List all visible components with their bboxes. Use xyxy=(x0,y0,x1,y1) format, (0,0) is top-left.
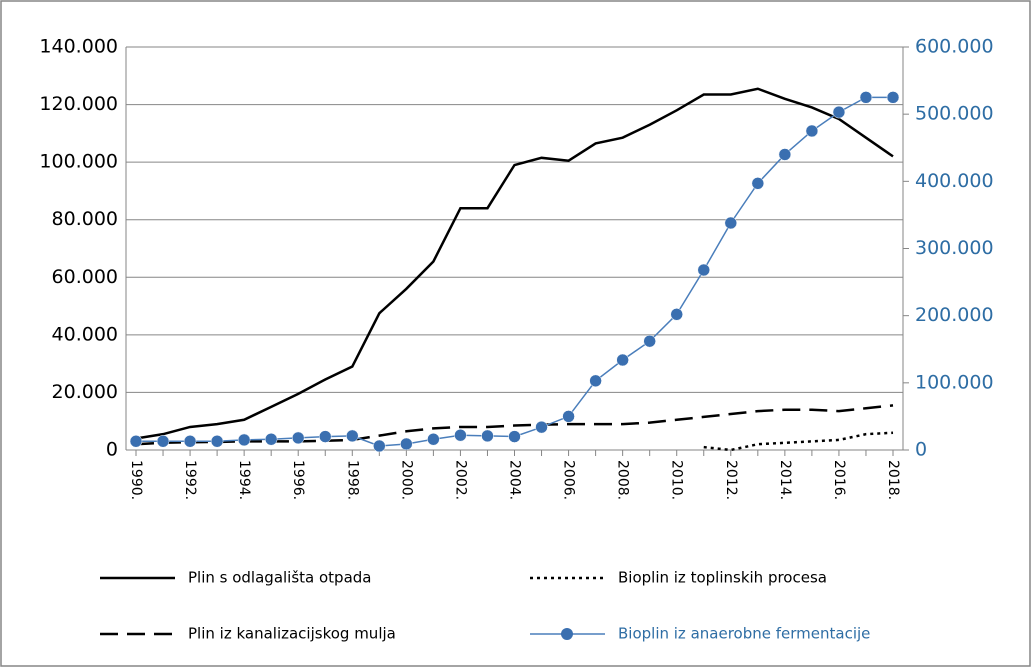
x-tick-label: 2016. xyxy=(831,460,847,500)
point xyxy=(859,91,873,104)
point xyxy=(589,374,602,388)
point xyxy=(156,435,170,448)
point xyxy=(183,435,197,448)
x-tick-label: 2004. xyxy=(507,460,523,500)
y2-tick-label: 0 xyxy=(915,439,927,461)
y-tick-label: 60.000 xyxy=(52,266,118,288)
point xyxy=(129,435,143,448)
point xyxy=(670,308,683,321)
point xyxy=(291,431,305,445)
y-tick-label: 20.000 xyxy=(52,381,118,403)
legend-label: Plin iz kanalizacijskog mulja xyxy=(188,625,396,643)
x-tick-label: 2018. xyxy=(885,460,901,500)
point xyxy=(454,428,467,442)
y-tick-label: 140.000 xyxy=(39,36,118,58)
point xyxy=(319,430,332,443)
point xyxy=(508,430,521,443)
point xyxy=(427,433,440,446)
legend-label: Plin s odlagališta otpada xyxy=(188,569,372,587)
x-tick-label: 2006. xyxy=(561,460,577,500)
point xyxy=(886,91,900,104)
point xyxy=(373,439,386,453)
legend-marker xyxy=(561,628,573,640)
x-tick-label: 1998. xyxy=(344,460,360,500)
point xyxy=(400,437,413,451)
point xyxy=(616,353,629,367)
point xyxy=(346,429,359,443)
point xyxy=(724,216,738,230)
y2-tick-label: 200.000 xyxy=(915,304,994,326)
series-line xyxy=(135,87,894,440)
point xyxy=(805,124,819,138)
x-tick-label: 2014. xyxy=(777,460,793,500)
point xyxy=(210,435,224,448)
x-tick-label: 1992. xyxy=(182,460,198,500)
point xyxy=(237,433,251,447)
y2-tick-label: 500.000 xyxy=(915,103,994,125)
y-tick-label: 80.000 xyxy=(52,208,118,230)
x-tick-label: 2000. xyxy=(398,460,414,500)
point xyxy=(832,105,846,119)
point xyxy=(643,334,656,348)
y2-tick-label: 100.000 xyxy=(915,371,994,393)
y-tick-label: 0 xyxy=(106,439,118,461)
legend-label: Bioplin iz anaerobne fermentacije xyxy=(618,625,870,643)
y-tick-label: 120.000 xyxy=(39,93,118,115)
point xyxy=(535,420,548,434)
point xyxy=(481,429,494,443)
point xyxy=(697,263,710,277)
x-tick-label: 2008. xyxy=(615,460,631,500)
legend-label: Bioplin iz toplinskih procesa xyxy=(618,569,827,587)
y-tick-label: 100.000 xyxy=(39,151,118,173)
x-tick-label: 1990. xyxy=(128,460,144,500)
point xyxy=(264,433,278,446)
y2-tick-label: 400.000 xyxy=(915,170,994,192)
x-tick-label: 2002. xyxy=(452,460,468,500)
y2-tick-label: 600.000 xyxy=(915,36,994,58)
series-line xyxy=(135,404,894,446)
point xyxy=(751,177,765,190)
x-tick-label: 2010. xyxy=(669,460,685,500)
y2-tick-label: 300.000 xyxy=(915,237,994,259)
x-tick-label: 2012. xyxy=(723,460,739,500)
point xyxy=(778,148,792,161)
y-tick-label: 40.000 xyxy=(52,323,118,345)
point xyxy=(562,410,575,423)
x-tick-label: 1996. xyxy=(290,460,306,500)
x-tick-label: 1994. xyxy=(236,460,252,500)
